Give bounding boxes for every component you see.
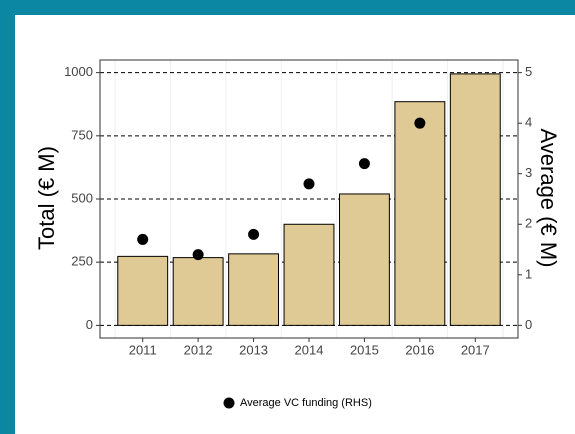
y-tick-label: 500 — [71, 190, 93, 205]
x-tick-label: 2012 — [184, 342, 213, 357]
y2-axis-label: Average (€ M) — [536, 129, 561, 268]
bar — [228, 253, 280, 326]
x-tick-label: 2011 — [129, 342, 157, 357]
legend-label: Average VC funding (RHS) — [240, 397, 372, 409]
y2-tick-label: 1 — [525, 266, 532, 281]
bar — [172, 257, 224, 326]
dot — [303, 178, 315, 190]
dot — [137, 233, 149, 245]
x-tick-label: 2014 — [295, 342, 324, 357]
y-axis-label: Total (€ M) — [34, 146, 59, 250]
y2-tick-label: 4 — [525, 115, 532, 130]
y2-tick-label: 3 — [525, 165, 532, 180]
bar — [449, 73, 501, 326]
y-tick-label: 1000 — [64, 64, 93, 79]
y-tick-label: 0 — [86, 317, 93, 332]
y-tick-label: 750 — [71, 127, 93, 142]
y2-tick-label: 5 — [525, 64, 532, 79]
x-tick-label: 2017 — [461, 342, 490, 357]
y2-tick-label: 0 — [525, 317, 532, 332]
dot — [192, 249, 204, 261]
bar — [283, 223, 335, 326]
y-tick-label: 250 — [71, 254, 93, 269]
x-tick-label: 2016 — [405, 342, 434, 357]
dot — [358, 158, 370, 170]
dot — [414, 117, 426, 129]
x-tick-label: 2013 — [239, 342, 268, 357]
x-tick-label: 2015 — [350, 342, 379, 357]
bar — [117, 255, 169, 326]
y2-tick-label: 2 — [525, 216, 532, 231]
bar — [338, 193, 390, 326]
bar — [394, 101, 446, 326]
dot — [248, 228, 260, 240]
plot-border — [99, 59, 519, 339]
legend-marker — [223, 397, 235, 409]
